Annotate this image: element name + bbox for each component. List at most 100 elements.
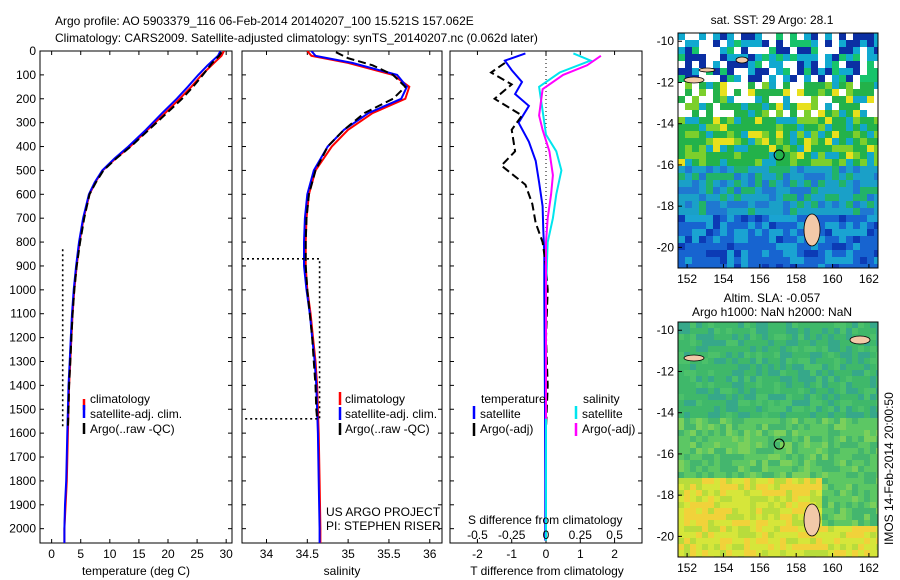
diff-salinity-tick-labels: -0.5 -0.25 0 0.25 0.5 [467,528,623,542]
x-tick-label: 0 [48,547,55,561]
series-argo-raw-qc- [66,51,223,429]
difference-legend: temperature satellite Argo(-adj) salinit… [472,392,635,436]
diff-legend-sal-satellite: satellite [582,407,623,421]
map-y-tick-label: -10 [657,34,675,48]
diff-legend-temp-satellite: satellite [480,407,521,421]
map-x-tick-label: 156 [750,272,770,286]
map-x-tick-label: 152 [677,272,697,286]
land-shape [698,67,716,73]
x-tick-label: 1 [577,547,584,561]
x-tick-label: 35.5 [377,547,401,561]
map-y-tick-label: -16 [657,158,675,172]
diff-legend-temperature-header: temperature [481,392,546,406]
land-shape [803,213,821,247]
sst-map-field [678,33,878,268]
diff-top-tick-label: 0.25 [569,528,593,542]
x-tick-label: 34.5 [296,547,320,561]
x-tick-label: -2 [472,547,483,561]
map-y-tick-label: -18 [657,199,675,213]
diff-top-tick-label: -0.25 [498,528,526,542]
y-tick-label: 1400 [9,378,36,392]
y-tick-label: 1700 [9,450,36,464]
x-tick-label: 30 [220,547,234,561]
y-tick-label: 0 [29,44,36,58]
diff-top-tick-label: 0.5 [606,528,623,542]
y-tick-label: 900 [16,259,36,273]
map-x-tick-label: 160 [823,272,843,286]
x-tick-label: 2 [611,547,618,561]
map-x-tick-label: 158 [786,561,806,575]
map-x-tick-label: 156 [750,561,770,575]
y-tick-label: 1500 [9,402,36,416]
y-tick-label: 1900 [9,498,36,512]
sal-legend-argo: Argo(..raw -QC) [345,422,430,436]
salinity-xlabel: salinity [324,564,361,578]
pi-credit: PI: STEPHEN RISER [326,519,441,533]
temp-legend-climatology: climatology [90,392,150,406]
land-shape [735,56,749,64]
temperature-legend: climatology satellite-adj. clim. Argo(..… [82,392,182,436]
diff-legend-temp-argo: Argo(-adj) [480,422,533,436]
map-x-tick-label: 160 [823,561,843,575]
project-credit: US ARGO PROJECT [326,505,441,519]
sst-map: 152 154 156 158 160 162 -10 -12 -14 -16 -18 -20 [657,32,879,286]
series-climatology [63,51,225,543]
argo-float-marker [773,438,785,450]
map-x-tick-label: 152 [677,561,697,575]
series-temperature-satellite [503,52,547,541]
x-tick-label: 15 [132,547,146,561]
y-tick-label: 200 [16,92,36,106]
y-tick-label: 1800 [9,474,36,488]
diff-salinity-axis-label: S difference from climatology [468,513,623,527]
sal-legend-climatology: climatology [345,392,405,406]
y-tick-label: 1300 [9,354,36,368]
series-climatology [304,51,411,543]
temperature-xlabel: temperature (deg C) [82,564,190,578]
y-tick-label: 300 [16,116,36,130]
temperature-axes [39,50,233,544]
x-tick-label: 5 [77,547,84,561]
map-x-tick-label: 162 [859,561,879,575]
x-tick-label: 35 [341,547,355,561]
x-tick-label: 25 [190,547,204,561]
x-tick-label: 20 [161,547,175,561]
diff-legend-sal-argo: Argo(-adj) [582,422,635,436]
y-tick-label: 1100 [10,307,36,321]
sal-legend-satellite: satellite-adj. clim. [345,407,437,421]
map-y-tick-label: -18 [657,488,675,502]
y-tick-label: 1600 [9,426,36,440]
difference-xlabel: T difference from climatology [470,564,624,578]
diff-top-tick-label: -0.5 [467,528,488,542]
diff-legend-salinity-header: salinity [583,392,620,406]
x-tick-label: 0 [543,547,550,561]
map-x-tick-label: 158 [786,272,806,286]
map-y-tick-label: -14 [657,406,675,420]
x-tick-label: -1 [506,547,517,561]
y-tick-label: 400 [16,140,36,154]
map-y-tick-label: -12 [657,75,675,89]
salinity-plot: 34 34.5 35 35.5 36 [242,50,442,561]
sla-map: 152 154 156 158 160 162 -10 -12 -14 -16 -18 -20 [657,321,879,575]
map-y-tick-label: -20 [657,240,675,254]
map-y-tick-label: -10 [657,323,675,337]
temp-legend-satellite: satellite-adj. clim. [90,407,182,421]
header-line2: Climatology: CARS2009. Satellite-adjuste… [55,31,538,45]
sla-map-field [678,322,878,557]
map-y-tick-label: -12 [657,364,675,378]
x-tick-label: 10 [103,547,117,561]
y-tick-label: 600 [16,187,36,201]
map-x-tick-label: 154 [713,272,733,286]
sst-map-frame [677,32,879,269]
y-tick-label: 1200 [9,331,36,345]
y-tick-label: 1000 [9,283,36,297]
sst-map-title: sat. SST: 29 Argo: 28.1 [711,13,834,27]
map-x-tick-label: 162 [859,272,879,286]
x-tick-label: 36 [423,547,437,561]
land-shape [803,503,821,537]
x-tick-label: 34 [260,547,274,561]
series-temperature-argo-adj- [489,62,549,429]
map-y-tick-label: -14 [657,117,675,131]
header-line1: Argo profile: AO 5903379_116 06-Feb-2014… [55,14,474,28]
series-argo-levels [242,258,321,420]
